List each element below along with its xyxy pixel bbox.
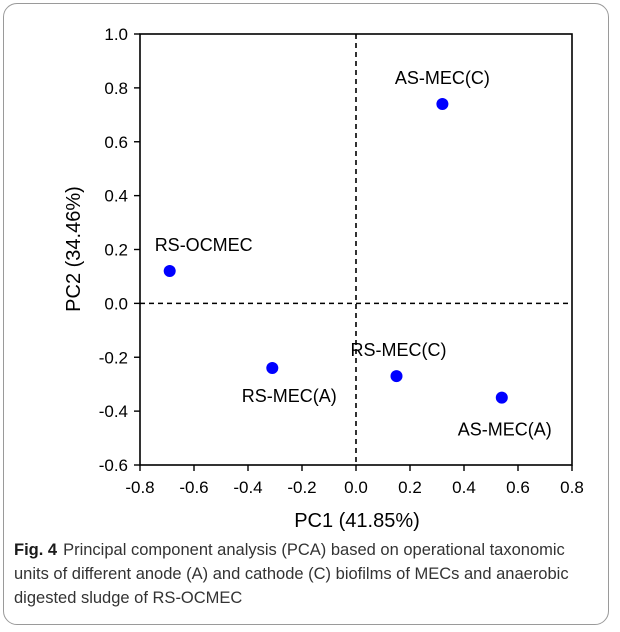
y-tick-label: -0.6 (99, 456, 128, 475)
y-tick-label: -0.4 (99, 402, 128, 421)
x-tick-label: 0.0 (344, 478, 368, 497)
x-tick-label: -0.4 (233, 478, 262, 497)
data-point-label: RS-MEC(C) (351, 340, 447, 360)
figure-label: Fig. 4 (14, 541, 58, 559)
data-point-label: RS-MEC(A) (242, 386, 337, 406)
data-point (163, 265, 176, 278)
data-point (436, 98, 449, 111)
x-tick-label: 0.6 (506, 478, 530, 497)
x-tick-label: 0.8 (560, 478, 584, 497)
x-tick-label: 0.4 (452, 478, 476, 497)
data-point (266, 362, 279, 375)
data-point (390, 370, 403, 383)
y-tick-label: 0.0 (104, 294, 128, 313)
y-tick-label: 0.4 (104, 187, 128, 206)
x-tick-label: -0.8 (125, 478, 154, 497)
data-point (495, 391, 508, 404)
data-point-label: AS-MEC(A) (458, 420, 552, 440)
x-axis-title: PC1 (41.85%) (294, 510, 420, 532)
data-point-label: AS-MEC(C) (395, 68, 490, 88)
pca-scatter-chart: -0.8 -0.6 -0.4 -0.2 0.0 0.2 0.4 0.6 0.8 -0.6 -0.4 -… (63, 25, 584, 532)
y-tick-label: 0.6 (104, 133, 128, 152)
x-tick-label: -0.6 (179, 478, 208, 497)
data-point-label: RS-OCMEC (155, 235, 253, 255)
y-tick-label: -0.2 (99, 348, 128, 367)
figure-caption: Fig. 4 Principal component analysis (PCA)… (14, 538, 604, 610)
y-tick-label: 0.8 (104, 79, 128, 98)
y-tick-label: 0.2 (104, 241, 128, 260)
y-axis-title: PC2 (34.46%) (63, 186, 85, 312)
caption-text: Principal component analysis (PCA) based… (14, 541, 569, 607)
x-tick-label: 0.2 (398, 478, 422, 497)
figure-frame (3, 3, 609, 625)
x-tick-label: -0.2 (287, 478, 316, 497)
y-tick-label: 1.0 (104, 25, 128, 44)
